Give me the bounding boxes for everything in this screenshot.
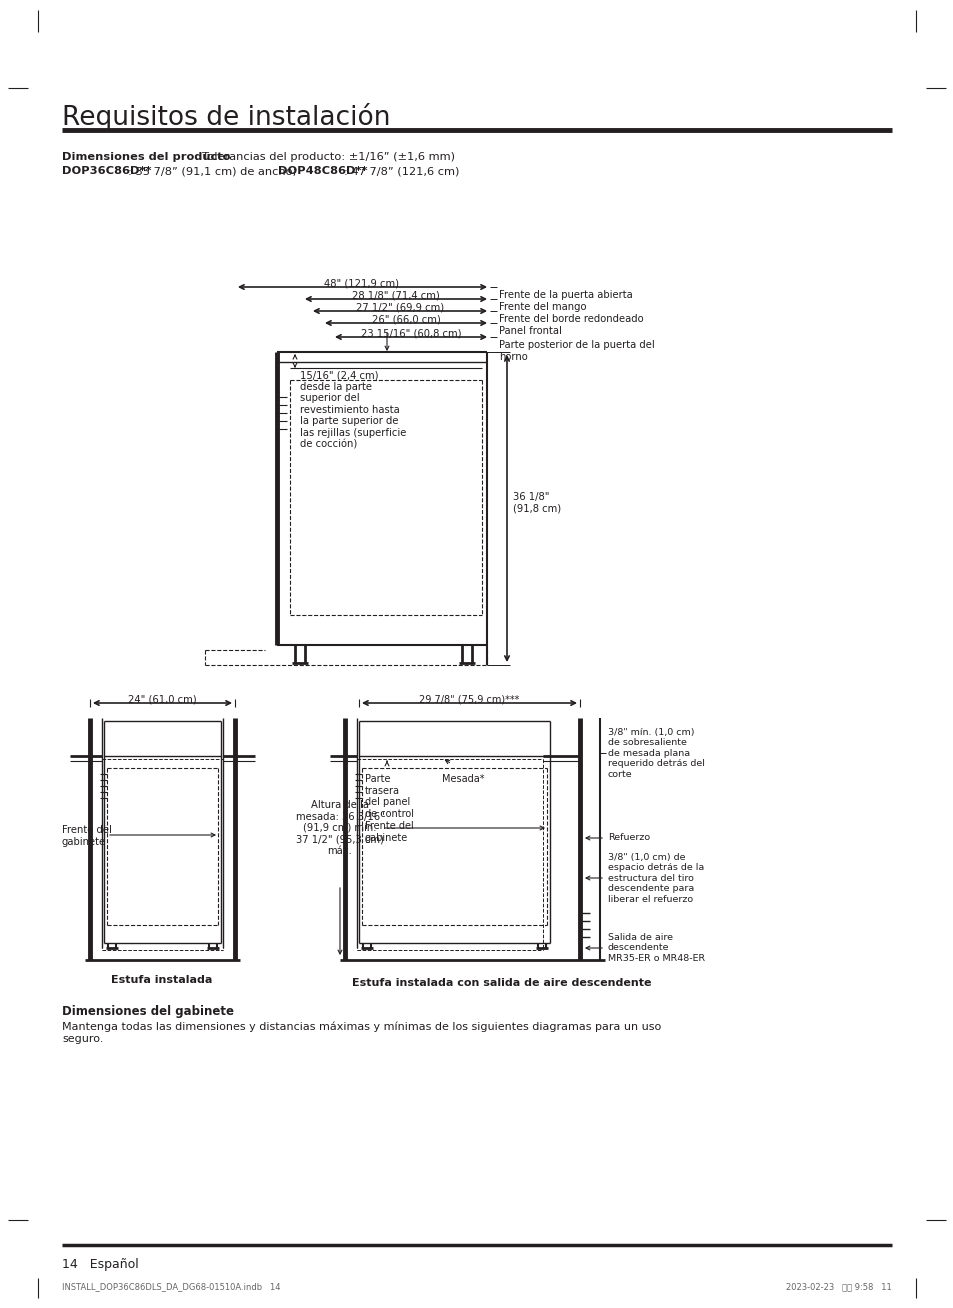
Text: DOP36C86D**: DOP36C86D** [62,166,152,177]
Text: Estufa instalada: Estufa instalada [112,974,213,985]
Text: 48" (121,9 cm): 48" (121,9 cm) [324,279,399,288]
Text: : 47 7/8” (121,6 cm): : 47 7/8” (121,6 cm) [344,166,459,177]
Text: 28 1/8" (71,4 cm): 28 1/8" (71,4 cm) [352,290,439,300]
Text: Altura de la
mesada: 36 3/16"
(91,9 cm) mín.
37 1/2" (95,3 cm)
máx.: Altura de la mesada: 36 3/16" (91,9 cm) … [295,800,384,857]
Text: INSTALL_DOP36C86DLS_DA_DG68-01510A.indb   14: INSTALL_DOP36C86DLS_DA_DG68-01510A.indb … [62,1282,280,1291]
Text: 2023-02-23   오전 9:58   11: 2023-02-23 오전 9:58 11 [785,1282,891,1291]
Text: 3/8" (1,0 cm) de
espacio detrás de la
estructura del tiro
descendente para
liber: 3/8" (1,0 cm) de espacio detrás de la es… [607,853,703,904]
Text: Panel frontal: Panel frontal [498,326,561,336]
Text: 3/8" mín. (1,0 cm)
de sobresaliente
de mesada plana
requerido detrás del
corte: 3/8" mín. (1,0 cm) de sobresaliente de m… [607,729,704,778]
Text: Frente del
gabinete: Frente del gabinete [62,825,112,846]
Text: : 35 7/8” (91,1 cm) de ancho;: : 35 7/8” (91,1 cm) de ancho; [128,166,300,177]
Text: Frente del
gabinete: Frente del gabinete [365,821,414,842]
Text: Parte
trasera
del panel
de control: Parte trasera del panel de control [365,774,414,819]
Text: Frente del borde redondeado: Frente del borde redondeado [498,314,643,324]
Text: Frente del mango: Frente del mango [498,302,586,313]
Text: Salida de aire
descendente
MR35-ER o MR48-ER: Salida de aire descendente MR35-ER o MR4… [607,933,704,963]
Text: Refuerzo: Refuerzo [607,833,649,842]
Text: Mesada*: Mesada* [441,774,484,783]
Text: 26" (66,0 cm): 26" (66,0 cm) [372,314,440,324]
Text: 29 7/8" (75,9 cm)***: 29 7/8" (75,9 cm)*** [418,695,518,705]
Text: Dimensiones del gabinete: Dimensiones del gabinete [62,1005,233,1018]
Text: Estufa instalada con salida de aire descendente: Estufa instalada con salida de aire desc… [352,978,651,988]
Text: 24" (61,0 cm): 24" (61,0 cm) [128,695,196,705]
Text: Requisitos de instalación: Requisitos de instalación [62,103,390,131]
Text: Dimensiones del producto: Dimensiones del producto [62,152,230,162]
Text: 14   Español: 14 Español [62,1258,138,1271]
Text: 23 15/16" (60,8 cm): 23 15/16" (60,8 cm) [360,328,460,337]
Text: Mantenga todas las dimensiones y distancias máximas y mínimas de los siguientes : Mantenga todas las dimensiones y distanc… [62,1022,660,1044]
Text: . Tolerancias del producto: ±1/16” (±1,6 mm): . Tolerancias del producto: ±1/16” (±1,6… [194,152,455,162]
Text: 15/16" (2,4 cm)
desde la parte
superior del
revestimiento hasta
la parte superio: 15/16" (2,4 cm) desde la parte superior … [299,370,406,450]
Text: Frente de la puerta abierta: Frente de la puerta abierta [498,290,632,300]
Text: 27 1/2" (69,9 cm): 27 1/2" (69,9 cm) [355,302,443,313]
Text: 36 1/8"
(91,8 cm): 36 1/8" (91,8 cm) [513,492,560,514]
Text: Parte posterior de la puerta del
horno: Parte posterior de la puerta del horno [498,340,654,361]
Text: DOP48C86D**: DOP48C86D** [277,166,367,177]
